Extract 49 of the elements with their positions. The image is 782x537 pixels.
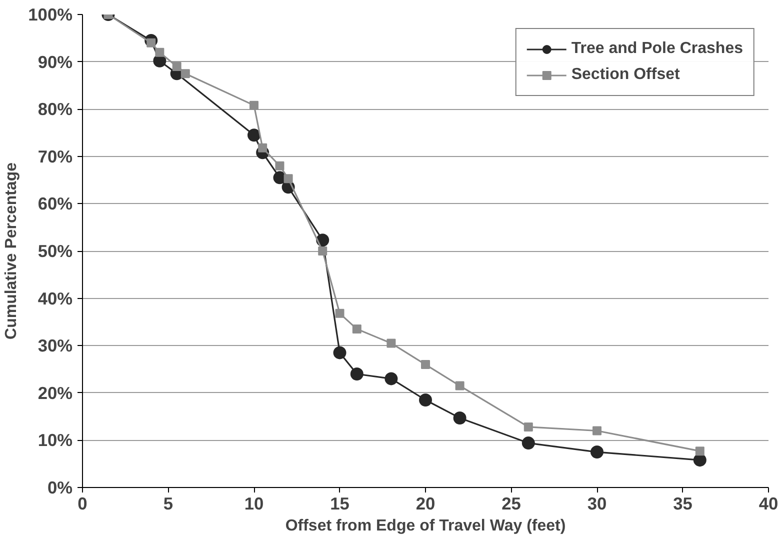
y-axis-title: Cumulative Percentage bbox=[3, 162, 20, 340]
point bbox=[275, 161, 284, 170]
x-tick-label: 10 bbox=[244, 494, 264, 514]
point bbox=[421, 360, 430, 370]
point bbox=[180, 69, 190, 78]
x-tick-label: 30 bbox=[587, 494, 607, 514]
point bbox=[590, 446, 604, 459]
point bbox=[172, 62, 182, 72]
x-tick-label: 25 bbox=[502, 494, 522, 514]
y-tick-label: 100% bbox=[28, 4, 73, 24]
x-tick-label: 15 bbox=[330, 494, 350, 514]
x-tick-label: 5 bbox=[163, 494, 174, 514]
point bbox=[384, 372, 398, 386]
point bbox=[524, 422, 533, 432]
x-tick-label: 35 bbox=[673, 494, 693, 514]
x-tick-label: 40 bbox=[758, 494, 778, 514]
point bbox=[248, 128, 260, 142]
point bbox=[335, 308, 344, 318]
point bbox=[250, 100, 258, 110]
y-tick-label: 40% bbox=[38, 288, 73, 308]
point bbox=[386, 338, 396, 348]
point bbox=[155, 48, 164, 57]
x-tick-label: 0 bbox=[78, 494, 88, 514]
x-axis-title: Offset from Edge of Travel Way (feet) bbox=[285, 518, 566, 534]
y-tick-label: 50% bbox=[38, 241, 73, 261]
point bbox=[350, 367, 364, 380]
y-tick-label: 70% bbox=[38, 146, 73, 166]
point bbox=[419, 394, 432, 406]
legend-label: Section Offset bbox=[571, 66, 680, 84]
point bbox=[284, 174, 293, 184]
legend-label: Tree and Pole Crashes bbox=[571, 40, 743, 58]
point bbox=[453, 411, 466, 424]
point bbox=[592, 426, 602, 436]
y-tick-label: 0% bbox=[47, 478, 72, 498]
point bbox=[695, 446, 704, 456]
y-tick-label: 80% bbox=[38, 99, 73, 120]
point bbox=[352, 324, 362, 334]
y-tick-label: 30% bbox=[38, 336, 73, 356]
point bbox=[455, 381, 464, 390]
point bbox=[522, 436, 535, 450]
x-tick-label: 20 bbox=[416, 494, 436, 514]
point bbox=[318, 246, 328, 256]
point bbox=[693, 454, 706, 467]
point bbox=[258, 143, 268, 152]
y-tick-label: 60% bbox=[38, 194, 73, 214]
y-tick-label: 10% bbox=[38, 430, 73, 450]
y-tick-label: 20% bbox=[38, 382, 73, 403]
point bbox=[333, 346, 346, 360]
y-tick-label: 90% bbox=[38, 52, 73, 72]
